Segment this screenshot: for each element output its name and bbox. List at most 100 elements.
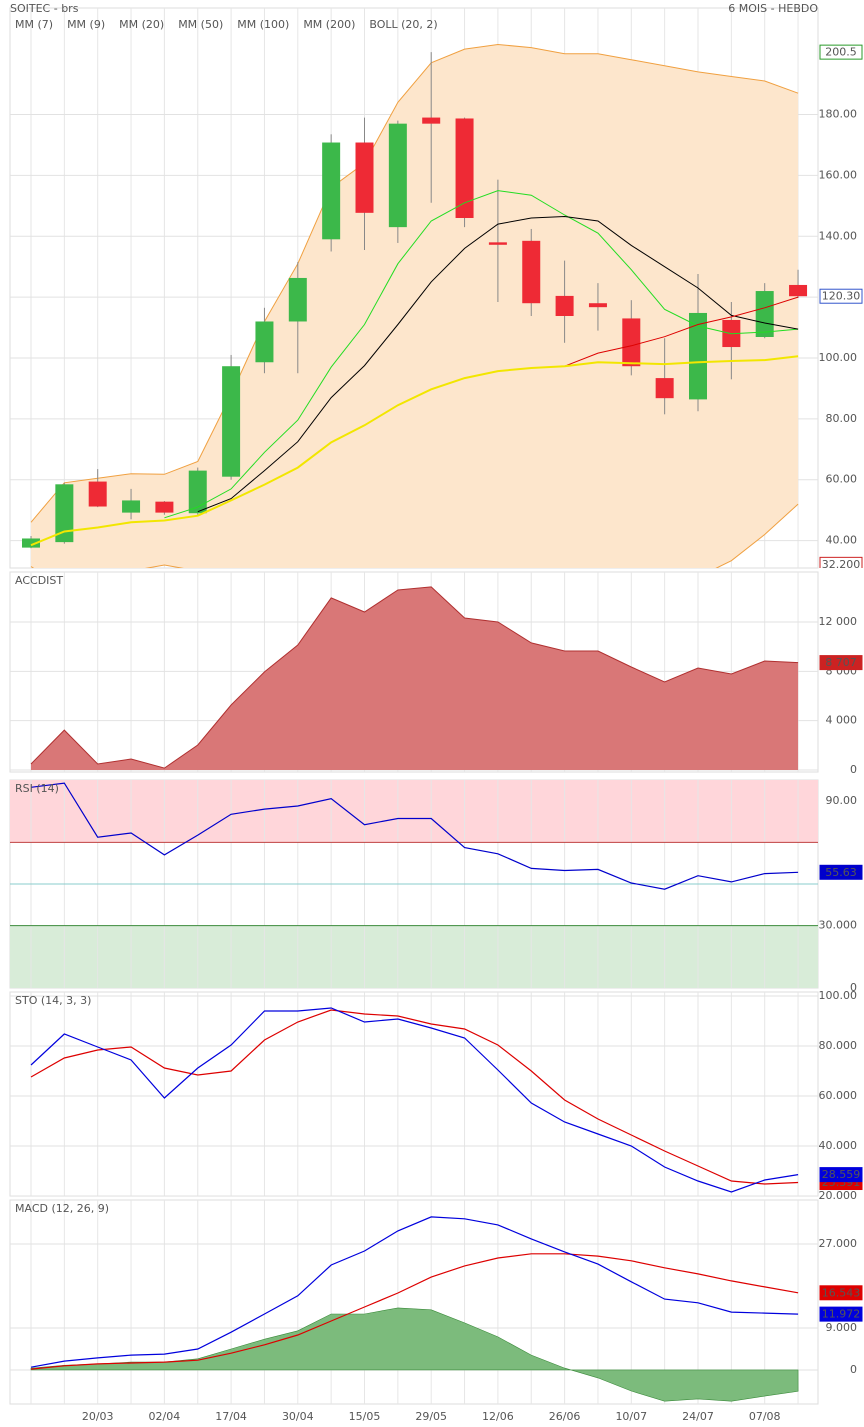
value-markers: 8 707 bbox=[819, 655, 863, 671]
boll-upper bbox=[30, 43, 799, 523]
candle-body bbox=[322, 142, 341, 240]
value-marker bbox=[819, 864, 863, 880]
x-tick-label: 30/04 bbox=[282, 1410, 314, 1423]
y-tick-label: 30.000 bbox=[819, 919, 858, 932]
candle-body bbox=[488, 242, 507, 245]
y-tick-label: 0 bbox=[850, 981, 857, 994]
moving-average bbox=[164, 190, 799, 519]
chart-subtitle: 6 MOIS - HEBDO bbox=[728, 2, 818, 15]
candle-body bbox=[155, 501, 174, 513]
plot-area bbox=[10, 780, 818, 988]
panel-title: ACCDIST bbox=[15, 574, 63, 587]
value-marker bbox=[819, 1285, 863, 1301]
legend-entry: MM (9) bbox=[67, 18, 105, 31]
x-tick-label: 02/04 bbox=[149, 1410, 181, 1423]
candle-body bbox=[288, 277, 307, 322]
y-tick-label: 80.00 bbox=[826, 412, 858, 425]
x-tick-label: 07/08 bbox=[749, 1410, 781, 1423]
value-marker-label: 11.972 bbox=[822, 1308, 861, 1321]
legend-entry: MM (50) bbox=[178, 18, 223, 31]
candle-body bbox=[122, 500, 141, 513]
y-tick-label: 20.000 bbox=[819, 1189, 858, 1202]
y-tick-label: 160.00 bbox=[819, 168, 858, 181]
y-tick-label: 180.00 bbox=[819, 108, 858, 121]
x-tick-label: 24/07 bbox=[682, 1410, 714, 1423]
y-tick-label: 140.00 bbox=[819, 229, 858, 242]
value-marker-label: 32.200 bbox=[822, 558, 861, 571]
candle-body bbox=[655, 378, 674, 399]
series-line bbox=[30, 782, 799, 890]
y-tick-label: 80.000 bbox=[819, 1039, 858, 1052]
candle-body bbox=[22, 538, 40, 548]
value-marker-label: 28.559 bbox=[822, 1168, 861, 1181]
value-markers: 16.543 11.972 bbox=[819, 1285, 863, 1322]
series-line bbox=[30, 1253, 799, 1370]
area-line bbox=[30, 586, 799, 769]
candle-body bbox=[355, 142, 374, 213]
value-markers: 200.5 120.30 32.200 bbox=[819, 44, 863, 571]
y-tick-label: 12 000 bbox=[819, 615, 858, 628]
candle-body bbox=[755, 291, 774, 337]
plot-area bbox=[10, 1200, 818, 1404]
value-marker-label: 120.30 bbox=[822, 290, 861, 303]
series-line bbox=[30, 1009, 799, 1185]
value-marker bbox=[819, 288, 863, 304]
candle-body bbox=[522, 240, 541, 304]
value-marker-label: 16.543 bbox=[822, 1286, 861, 1299]
y-tick-label: 60.00 bbox=[826, 473, 858, 486]
y-tick-label: 27.000 bbox=[819, 1237, 858, 1250]
x-tick-label: 20/03 bbox=[82, 1410, 114, 1423]
x-tick-label: 10/07 bbox=[615, 1410, 647, 1423]
y-tick-label: 9.000 bbox=[826, 1321, 858, 1334]
y-tick-label: 90.00 bbox=[826, 794, 858, 807]
plot-area bbox=[10, 8, 818, 568]
zone bbox=[10, 780, 818, 843]
series-line bbox=[30, 1007, 799, 1193]
panel-title: RSI (14) bbox=[15, 782, 59, 795]
chart-title: SOITEC - brs bbox=[10, 2, 79, 15]
y-tick-label: 60.000 bbox=[819, 1089, 858, 1102]
candle-body bbox=[88, 481, 107, 507]
y-tick-label: 100.00 bbox=[819, 989, 858, 1002]
zone bbox=[10, 925, 818, 988]
y-tick-label: 0 bbox=[850, 1363, 857, 1376]
candle-body bbox=[55, 484, 74, 543]
legend-entry: MM (7) bbox=[15, 18, 53, 31]
candle-body bbox=[789, 284, 808, 297]
panel-title: STO (14, 3, 3) bbox=[15, 994, 91, 1007]
value-marker bbox=[819, 655, 863, 671]
x-tick-label: 17/04 bbox=[215, 1410, 247, 1423]
y-tick-label: 40.000 bbox=[819, 1139, 858, 1152]
value-marker-label: 200.5 bbox=[825, 46, 857, 59]
value-marker-label: 55.63 bbox=[825, 866, 857, 879]
candle-body bbox=[622, 318, 641, 367]
value-marker bbox=[819, 44, 863, 60]
y-tick-label: 0 bbox=[850, 763, 857, 776]
legend-entry: MM (200) bbox=[303, 18, 355, 31]
y-tick-label: 40.00 bbox=[826, 534, 858, 547]
candle-body bbox=[188, 470, 207, 514]
x-tick-label: 15/05 bbox=[349, 1410, 381, 1423]
value-marker bbox=[819, 1167, 863, 1183]
panel-frame bbox=[9, 991, 819, 1197]
value-marker bbox=[819, 1306, 863, 1322]
candle-body bbox=[388, 123, 407, 228]
plot-area bbox=[10, 992, 818, 1196]
x-tick-label: 26/06 bbox=[549, 1410, 581, 1423]
legend-entry: MM (20) bbox=[119, 18, 164, 31]
area bbox=[31, 586, 799, 771]
y-tick-label: 4 000 bbox=[826, 714, 858, 727]
moving-average bbox=[197, 215, 799, 513]
y-tick-label: 100.00 bbox=[819, 351, 858, 364]
value-marker bbox=[819, 556, 863, 568]
series-line bbox=[30, 1216, 799, 1368]
x-tick-label: 12/06 bbox=[482, 1410, 514, 1423]
candle-body bbox=[689, 312, 707, 400]
candle-body bbox=[222, 366, 241, 477]
candle-body bbox=[422, 117, 441, 124]
legend-entry: MM (100) bbox=[237, 18, 289, 31]
x-tick-label: 29/05 bbox=[415, 1410, 447, 1423]
moving-average bbox=[30, 355, 799, 547]
